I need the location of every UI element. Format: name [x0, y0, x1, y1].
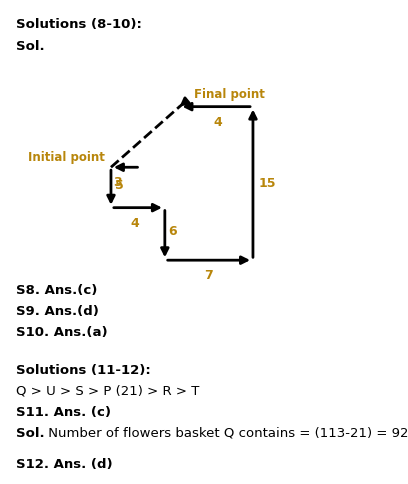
Text: Solutions (11-12):: Solutions (11-12): [16, 363, 150, 377]
Text: 6: 6 [169, 226, 177, 239]
Text: 4: 4 [131, 216, 139, 229]
Text: Q > U > S > P (21) > R > T: Q > U > S > P (21) > R > T [16, 385, 199, 398]
Text: 15: 15 [259, 177, 276, 190]
Text: 3: 3 [113, 176, 122, 189]
Text: Sol.: Sol. [16, 426, 44, 439]
Text: Number of flowers basket Q contains = (113-21) = 92.: Number of flowers basket Q contains = (1… [44, 426, 408, 439]
Text: S11. Ans. (c): S11. Ans. (c) [16, 406, 111, 419]
Text: Initial point: Initial point [28, 151, 105, 164]
Text: S10. Ans.(a): S10. Ans.(a) [16, 326, 107, 339]
Text: S8. Ans.(c): S8. Ans.(c) [16, 285, 97, 298]
Text: Sol.: Sol. [16, 40, 44, 53]
Text: S9. Ans.(d): S9. Ans.(d) [16, 305, 98, 318]
Text: 5: 5 [115, 179, 124, 192]
Text: Solutions (8-10):: Solutions (8-10): [16, 18, 142, 31]
Text: Final point: Final point [194, 88, 265, 101]
Text: 4: 4 [214, 116, 222, 129]
Text: S12. Ans. (d): S12. Ans. (d) [16, 458, 112, 471]
Text: 7: 7 [204, 269, 213, 282]
